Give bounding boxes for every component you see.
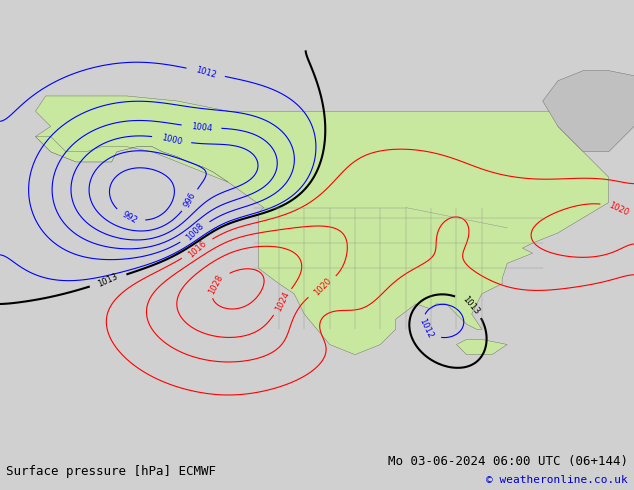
Text: 1013: 1013 [96, 272, 120, 289]
Text: 1012: 1012 [195, 65, 217, 79]
Polygon shape [543, 71, 634, 152]
Text: Mo 03-06-2024 06:00 UTC (06+144): Mo 03-06-2024 06:00 UTC (06+144) [387, 455, 628, 468]
Text: 1024: 1024 [274, 291, 291, 313]
Text: 996: 996 [183, 191, 198, 209]
Polygon shape [36, 137, 228, 182]
Text: 992: 992 [120, 209, 138, 225]
Text: © weatheronline.co.uk: © weatheronline.co.uk [486, 475, 628, 485]
Text: 1016: 1016 [186, 238, 208, 259]
Text: 1028: 1028 [207, 272, 225, 295]
Text: 1013: 1013 [460, 294, 481, 317]
Text: 1012: 1012 [418, 317, 435, 340]
Text: 1020: 1020 [608, 200, 631, 217]
Text: 1004: 1004 [191, 122, 212, 133]
Text: 1020: 1020 [312, 276, 333, 297]
Polygon shape [36, 96, 609, 355]
Text: 1008: 1008 [184, 221, 206, 243]
Polygon shape [456, 340, 507, 355]
Text: 1000: 1000 [160, 133, 183, 147]
Text: Surface pressure [hPa] ECMWF: Surface pressure [hPa] ECMWF [6, 465, 216, 478]
